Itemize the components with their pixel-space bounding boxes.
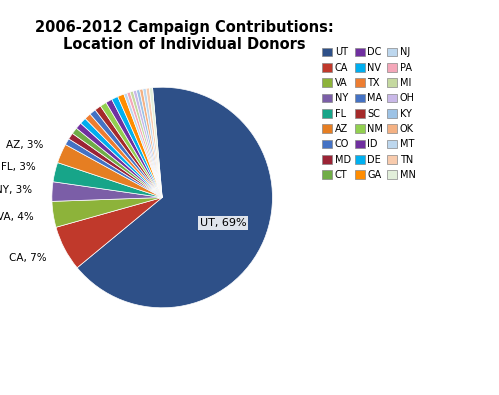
Wedge shape: [143, 88, 162, 198]
Wedge shape: [81, 118, 162, 198]
Wedge shape: [146, 88, 162, 198]
Text: UT, 69%: UT, 69%: [200, 218, 247, 228]
Wedge shape: [124, 93, 162, 198]
Wedge shape: [127, 92, 162, 198]
Wedge shape: [57, 145, 162, 198]
Text: VA, 4%: VA, 4%: [0, 213, 33, 222]
Text: NY, 3%: NY, 3%: [0, 186, 32, 196]
Wedge shape: [112, 96, 162, 198]
Legend: UT, CA, VA, NY, FL, AZ, CO, MD, CT, DC, NV, TX, MA, SC, NM, ID, DE, GA, NJ, PA, : UT, CA, VA, NY, FL, AZ, CO, MD, CT, DC, …: [319, 44, 419, 183]
Wedge shape: [133, 90, 162, 198]
Wedge shape: [52, 198, 162, 227]
Wedge shape: [136, 90, 162, 198]
Wedge shape: [52, 182, 162, 201]
Wedge shape: [65, 139, 162, 198]
Text: AZ, 3%: AZ, 3%: [5, 141, 43, 150]
Wedge shape: [56, 198, 162, 268]
Wedge shape: [77, 87, 272, 308]
Wedge shape: [69, 134, 162, 198]
Wedge shape: [76, 123, 162, 198]
Wedge shape: [90, 110, 162, 198]
Wedge shape: [100, 103, 162, 198]
Wedge shape: [149, 88, 162, 198]
Wedge shape: [106, 100, 162, 198]
Wedge shape: [95, 106, 162, 198]
Wedge shape: [140, 89, 162, 198]
Text: CA, 7%: CA, 7%: [9, 253, 47, 263]
Wedge shape: [53, 163, 162, 198]
Wedge shape: [72, 128, 162, 198]
Text: FL, 3%: FL, 3%: [1, 162, 35, 173]
Wedge shape: [130, 91, 162, 198]
Wedge shape: [118, 94, 162, 198]
Wedge shape: [85, 114, 162, 198]
Text: 2006-2012 Campaign Contributions:
Location of Individual Donors: 2006-2012 Campaign Contributions: Locati…: [35, 20, 334, 52]
